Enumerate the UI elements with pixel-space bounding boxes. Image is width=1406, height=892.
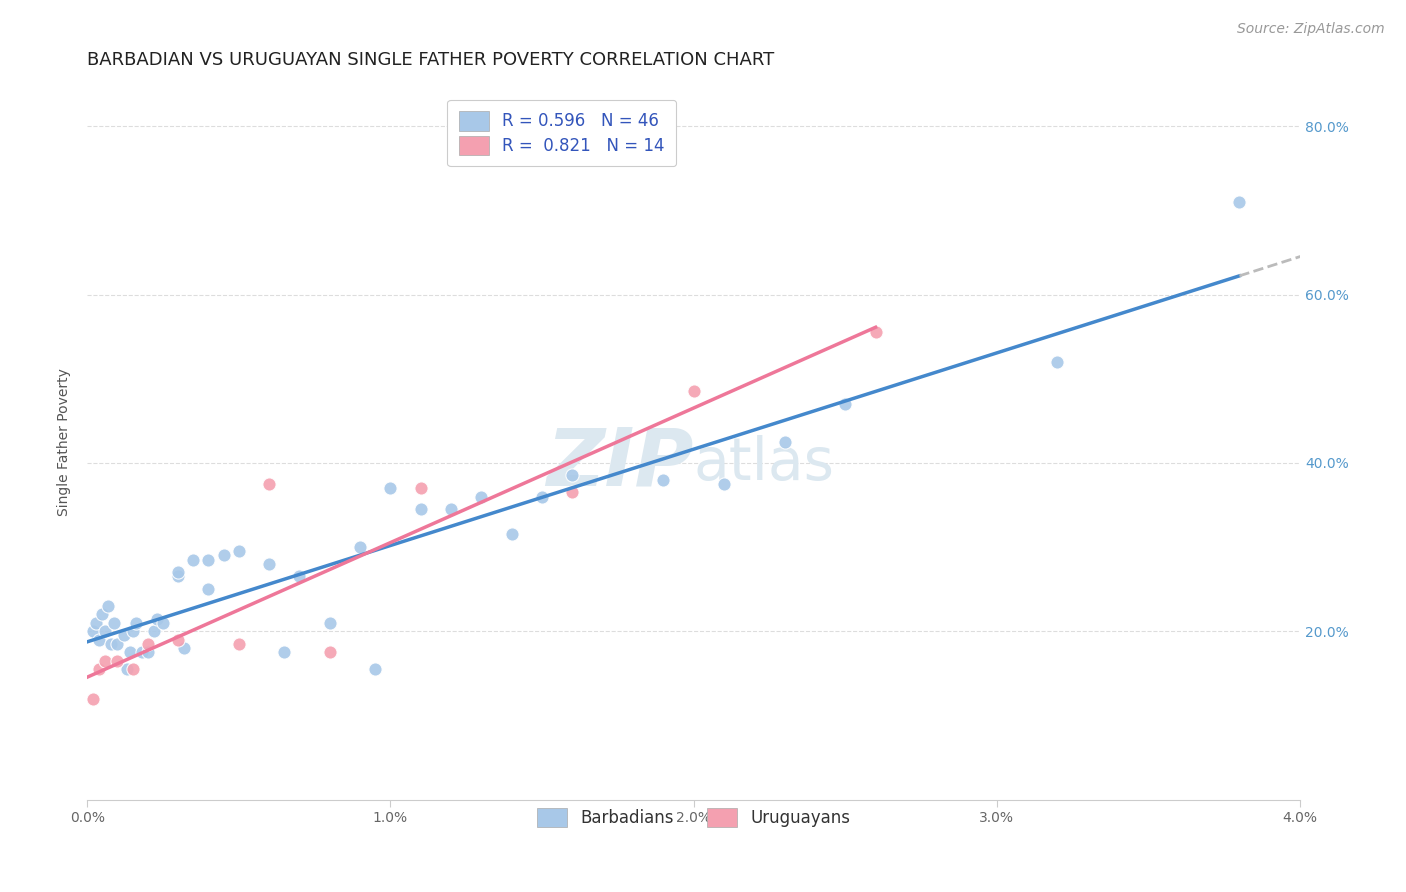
Text: atlas: atlas <box>693 434 835 491</box>
Point <box>167 569 190 583</box>
Point <box>713 476 735 491</box>
Point <box>131 645 153 659</box>
Point <box>152 615 174 630</box>
Point <box>97 599 120 613</box>
Point <box>181 552 204 566</box>
Point <box>349 540 371 554</box>
Point <box>136 645 159 659</box>
Text: ZIP: ZIP <box>547 425 693 502</box>
Point <box>91 607 114 622</box>
Point <box>136 637 159 651</box>
Point <box>257 557 280 571</box>
Legend: Barbadians, Uruguayans: Barbadians, Uruguayans <box>530 802 858 834</box>
Point <box>530 490 553 504</box>
Point <box>1046 355 1069 369</box>
Point <box>865 326 887 340</box>
Point <box>167 632 190 647</box>
Point <box>228 637 250 651</box>
Point <box>440 502 463 516</box>
Point <box>89 662 111 676</box>
Point <box>100 637 122 651</box>
Point <box>834 397 856 411</box>
Point <box>501 527 523 541</box>
Point <box>121 624 143 639</box>
Point <box>197 582 219 596</box>
Text: BARBADIAN VS URUGUAYAN SINGLE FATHER POVERTY CORRELATION CHART: BARBADIAN VS URUGUAYAN SINGLE FATHER POV… <box>87 51 775 69</box>
Point <box>197 552 219 566</box>
Point <box>212 549 235 563</box>
Point <box>94 654 117 668</box>
Point <box>288 569 311 583</box>
Point <box>409 502 432 516</box>
Text: Source: ZipAtlas.com: Source: ZipAtlas.com <box>1237 22 1385 37</box>
Point <box>273 645 295 659</box>
Point <box>103 615 125 630</box>
Point <box>561 468 583 483</box>
Point <box>652 473 675 487</box>
Point <box>167 566 190 580</box>
Point <box>146 611 169 625</box>
Point <box>380 481 402 495</box>
Point <box>84 615 107 630</box>
Point <box>319 615 342 630</box>
Point <box>107 637 129 651</box>
Point <box>257 476 280 491</box>
Point <box>173 640 195 655</box>
Y-axis label: Single Father Poverty: Single Father Poverty <box>58 368 72 516</box>
Point <box>118 645 141 659</box>
Point <box>107 654 129 668</box>
Point <box>561 485 583 500</box>
Point <box>142 624 165 639</box>
Point <box>470 490 492 504</box>
Point <box>82 624 104 639</box>
Point <box>94 624 117 639</box>
Point <box>773 434 796 449</box>
Point <box>121 662 143 676</box>
Point <box>124 615 146 630</box>
Point <box>89 632 111 647</box>
Point <box>319 645 342 659</box>
Point <box>112 628 135 642</box>
Point <box>228 544 250 558</box>
Point <box>364 662 387 676</box>
Point <box>682 384 704 399</box>
Point <box>82 691 104 706</box>
Point <box>115 662 138 676</box>
Point <box>409 481 432 495</box>
Point <box>1229 194 1251 209</box>
